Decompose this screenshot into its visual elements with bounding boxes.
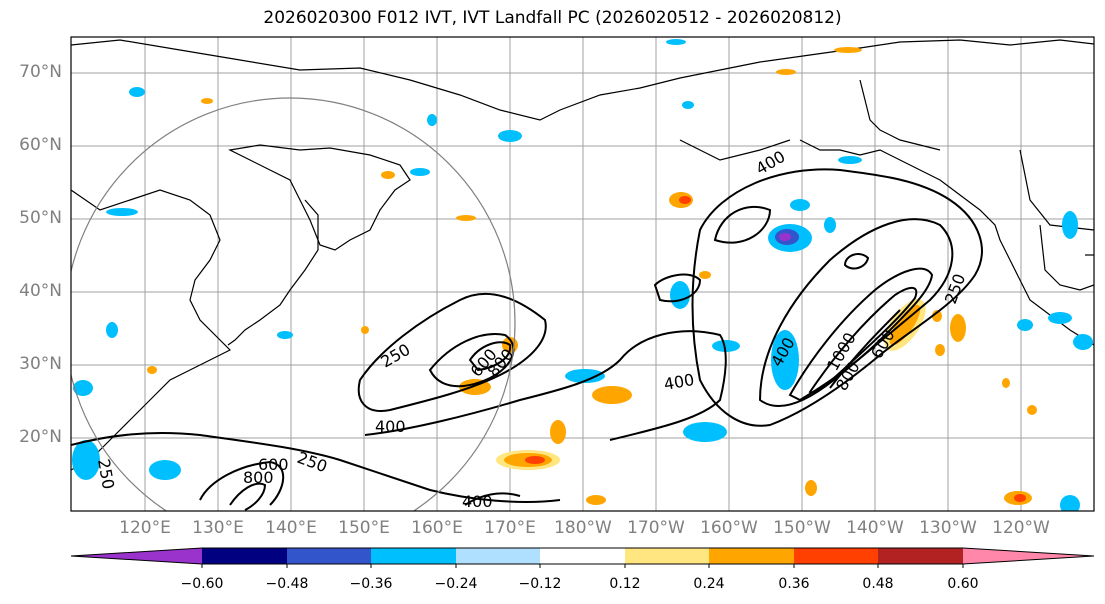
contour-label: 800: [243, 468, 274, 487]
colorbar-tick-label: −0.24: [434, 576, 478, 592]
colorbar-tick-label: −0.60: [180, 576, 224, 592]
graticule: [71, 37, 1094, 511]
lon-label: 150°W: [773, 518, 831, 538]
contour-label: 600: [258, 455, 289, 474]
lon-label: 140°W: [846, 518, 904, 538]
lon-label: 150°E: [338, 518, 390, 538]
lat-label: 50°N: [19, 208, 62, 228]
lon-label: 120°E: [119, 518, 171, 538]
positive-ivt-shading: [147, 47, 1037, 505]
colorbar-tick-label: −0.48: [265, 576, 309, 592]
landfall-region-circle: [71, 97, 516, 511]
lon-label: 120°W: [992, 518, 1050, 538]
colorbar-tick-label: 0.60: [947, 576, 979, 592]
lon-label: 180°W: [554, 518, 612, 538]
lat-label: 70°N: [19, 62, 62, 82]
lat-label: 40°N: [19, 281, 62, 301]
lon-label: 160°W: [700, 518, 758, 538]
map-frame: [70, 36, 1095, 512]
colorbar-tick-label: 0.24: [693, 576, 725, 592]
lon-label: 170°W: [627, 518, 685, 538]
lon-label: 130°W: [919, 518, 977, 538]
lon-label: 160°E: [411, 518, 463, 538]
colorbar-tick-label: −0.36: [349, 576, 393, 592]
lon-label: 140°E: [265, 518, 317, 538]
map-title: 2026020300 F012 IVT, IVT Landfall PC (20…: [263, 8, 842, 28]
ivt-contours: [71, 168, 983, 511]
lat-label: 60°N: [19, 135, 62, 155]
contour-label: 400: [462, 492, 493, 511]
lon-label: 130°E: [192, 518, 244, 538]
colorbar-tick-label: 0.36: [778, 576, 810, 592]
contour-label: 400: [375, 417, 406, 436]
lat-label: 30°N: [19, 354, 62, 374]
lon-label: 170°E: [484, 518, 536, 538]
colorbar-tick-label: 0.48: [862, 576, 894, 592]
colorbar-tick-label: 0.12: [609, 576, 641, 592]
lat-label: 20°N: [19, 427, 62, 447]
colorbar-tick-label: −0.12: [518, 576, 562, 592]
